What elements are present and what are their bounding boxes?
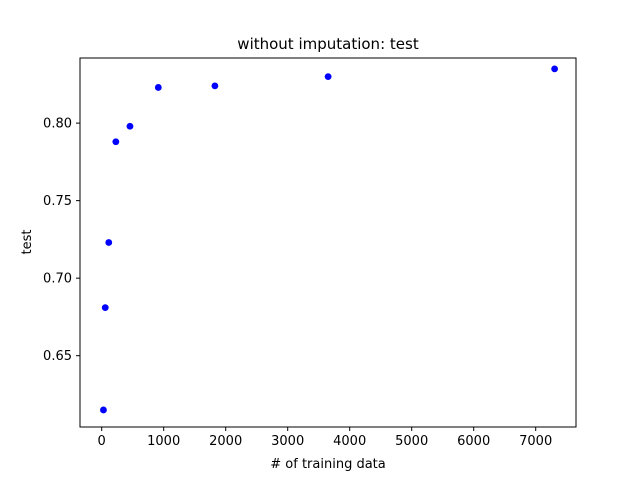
y-tick-label: 0.65 [43,349,72,364]
data-point [100,406,107,414]
x-tick-label: 2000 [209,434,242,449]
data-point [105,239,113,246]
chart-title: without imputation: test [237,35,419,53]
x-tick-label: 3000 [271,434,304,449]
x-axis-label: # of training data [270,457,385,472]
x-tick-label: 5000 [395,434,428,449]
y-axis: 0.65 0.70 0.75 0.80 [43,117,80,364]
x-tick-label: 0 [98,434,106,449]
x-tick-label: 7000 [519,434,552,449]
data-point [211,82,219,90]
x-tick-label: 1000 [147,434,180,449]
data-point [112,138,120,146]
data-point [324,73,332,81]
plot-area: 0 1000 2000 3000 4000 5000 6000 7000 0.650.700.… [43,57,577,449]
y-axis-label: test [20,230,35,255]
data-point [154,84,162,91]
data-point [101,304,109,312]
y-tick-label: 0.80 [43,117,72,132]
x-tick-label: 6000 [457,434,490,449]
y-tick-label: 0.70 [43,272,72,287]
y-tick-label: 0.75 [43,194,72,209]
data-point [551,65,559,73]
x-tick-label: 4000 [333,434,366,449]
scatter-series [100,65,559,414]
plot-frame [79,57,577,428]
data-point [126,122,134,130]
x-axis: 0 1000 2000 3000 4000 5000 6000 7000 [98,427,552,449]
